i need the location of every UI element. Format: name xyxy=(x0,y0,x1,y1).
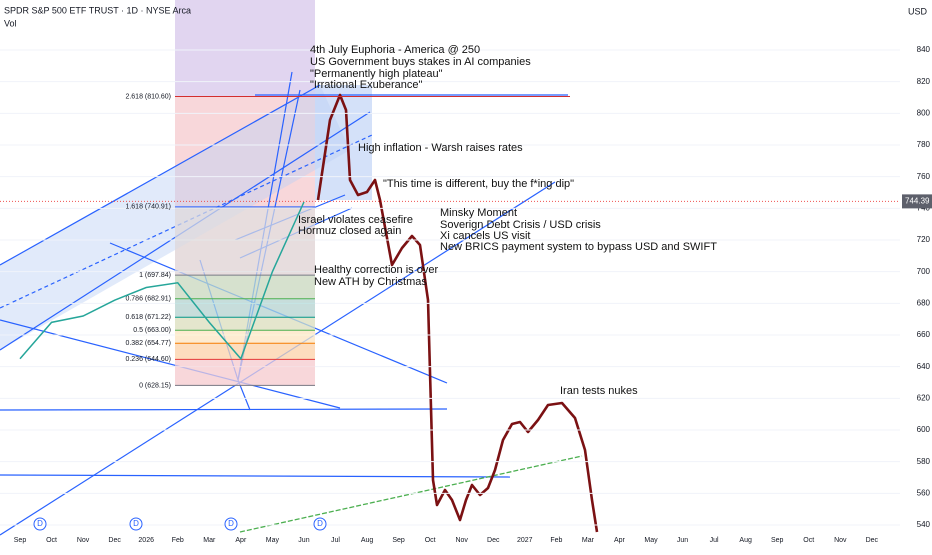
dividend-label: D xyxy=(228,519,234,528)
fib-label: 0.786 (682.91) xyxy=(125,296,171,303)
x-tick-label: Oct xyxy=(803,537,814,544)
fib-label: 2.618 (810.60) xyxy=(125,93,171,100)
currency: USD xyxy=(908,6,928,16)
x-tick-label: May xyxy=(266,537,280,544)
current-price-label: 744.39 xyxy=(905,196,930,205)
fib-zone xyxy=(175,359,315,386)
x-tick-label: 2027 xyxy=(517,537,533,544)
y-tick-label: 840 xyxy=(917,45,931,54)
x-tick-label: Dec xyxy=(487,537,500,544)
dividend-label: D xyxy=(37,519,43,528)
y-tick-label: 780 xyxy=(917,140,931,149)
y-tick-label: 580 xyxy=(917,457,931,466)
x-tick-label: Nov xyxy=(834,537,847,544)
x-tick-label: Mar xyxy=(203,537,216,544)
annotation: 4th July Euphoria - America @ 250 xyxy=(310,44,480,56)
y-tick-label: 620 xyxy=(917,393,931,402)
annotation: "Irrational Exuberance" xyxy=(310,79,422,91)
fib-zone xyxy=(175,343,315,360)
annotation: New BRICS payment system to bypass USD a… xyxy=(440,241,717,253)
annotation: "This time is different, buy the f*ing d… xyxy=(383,178,574,190)
dividend-marker xyxy=(33,517,47,531)
price-line xyxy=(19,201,305,361)
x-tick-label: Sep xyxy=(392,537,405,544)
dividend-marker xyxy=(129,517,143,531)
annotation: Soverign Debt Crisis / USD crisis xyxy=(440,219,601,231)
dividend-marker xyxy=(224,517,238,531)
x-tick-label: Aug xyxy=(361,537,374,544)
y-tick-label: 820 xyxy=(917,77,931,86)
annotation: Hormuz closed again xyxy=(298,225,401,237)
x-tick-label: Dec xyxy=(108,537,121,544)
y-tick-label: 540 xyxy=(917,520,931,529)
x-tick-label: Sep xyxy=(14,537,27,544)
x-tick-label: Jun xyxy=(298,537,309,544)
annotation: "Permanently high plateau" xyxy=(310,68,443,80)
annotation: Healthy correction is over xyxy=(314,264,438,276)
fib-label: 0 (628.15) xyxy=(139,382,171,389)
green-line xyxy=(239,455,583,533)
fib-zone xyxy=(175,275,315,299)
x-tick-label: Apr xyxy=(235,537,247,544)
annotation: High inflation - Warsh raises rates xyxy=(358,142,523,154)
x-tick-label: Jul xyxy=(710,537,719,544)
x-tick-label: Oct xyxy=(425,537,436,544)
annotation: Minsky Moment xyxy=(440,207,517,219)
y-tick-label: 680 xyxy=(917,298,931,307)
y-tick-label: 800 xyxy=(917,108,931,117)
x-tick-label: Jul xyxy=(331,537,340,544)
chart-title: SPDR S&P 500 ETF TRUST · 1D · NYSE Arca xyxy=(4,5,191,15)
x-tick-label: Nov xyxy=(455,537,468,544)
x-tick-label: Aug xyxy=(739,537,752,544)
time-zone xyxy=(175,0,315,96)
y-tick-label: 640 xyxy=(917,362,931,371)
x-tick-label: Apr xyxy=(614,537,626,544)
x-tick-label: Sep xyxy=(771,537,784,544)
fib-zone xyxy=(175,330,315,344)
annotation: Iran tests nukes xyxy=(560,385,638,397)
annotation: US Government buys stakes in AI companie… xyxy=(310,56,531,68)
x-tick-label: Dec xyxy=(866,537,879,544)
fib-label: 0.618 (671.22) xyxy=(125,314,171,321)
dividend-marker xyxy=(313,517,327,531)
x-tick-label: Nov xyxy=(77,537,90,544)
x-tick-label: Mar xyxy=(582,537,595,544)
x-tick-label: Oct xyxy=(46,537,57,544)
x-tick-label: Feb xyxy=(550,537,562,544)
price-axis xyxy=(900,0,932,550)
fib-zone xyxy=(175,317,315,331)
current-price-tag xyxy=(902,194,932,209)
y-tick-label: 720 xyxy=(917,235,931,244)
annotation: Israel violates ceasefire xyxy=(298,214,413,226)
y-tick-label: 660 xyxy=(917,330,931,339)
y-tick-label: 560 xyxy=(917,488,931,497)
x-tick-label: Feb xyxy=(172,537,184,544)
hand-drawn-projection xyxy=(316,93,599,533)
volume-label: Vol xyxy=(4,18,17,28)
fib-zone xyxy=(175,298,315,318)
dividend-label: D xyxy=(133,519,139,528)
x-tick-label: May xyxy=(644,537,658,544)
annotation: New ATH by Christmas xyxy=(314,276,427,288)
fib-label: 0.5 (663.00) xyxy=(133,327,171,334)
y-tick-label: 700 xyxy=(917,267,931,276)
annotation: Xi cancels US visit xyxy=(440,230,530,242)
fib-zone xyxy=(175,206,315,276)
fib-label: 0.382 (654.77) xyxy=(125,340,171,347)
y-tick-label: 760 xyxy=(917,172,931,181)
y-tick-label: 600 xyxy=(917,425,931,434)
fib-label: 1.618 (740.91) xyxy=(125,204,171,211)
fib-label: 1 (697.84) xyxy=(139,272,171,279)
fib-label: 0.236 (644.60) xyxy=(125,356,171,363)
x-tick-label: 2026 xyxy=(138,537,154,544)
dividend-label: D xyxy=(317,519,323,528)
x-tick-label: Jun xyxy=(677,537,688,544)
